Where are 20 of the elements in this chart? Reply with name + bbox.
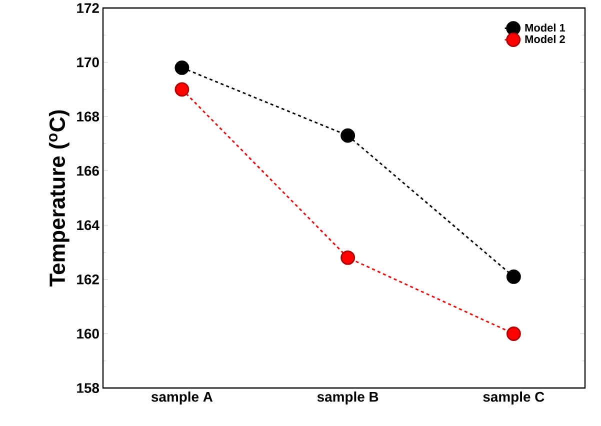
y-tick-label: 158 [77, 383, 100, 393]
y-tick-label: 160 [77, 328, 99, 339]
point [174, 60, 190, 75]
y-axis-title: Temperature ($^{o}$C) [48, 110, 70, 287]
point [340, 128, 356, 143]
point [506, 326, 521, 341]
point [174, 82, 190, 97]
legend-label: Model 2 [525, 35, 565, 44]
y-tick-label: 170 [77, 57, 99, 68]
legend-label: Model 1 [525, 24, 566, 32]
x-tick-label: sample C [483, 392, 544, 405]
y-tick-label: 168 [77, 112, 100, 122]
y-tick-label: 166 [77, 166, 99, 176]
y-tick-label: 162 [77, 274, 99, 284]
y-tick-label: 172 [77, 3, 99, 13]
point [506, 269, 521, 284]
x-tick-label: sample B [317, 392, 378, 405]
point [340, 250, 356, 265]
y-tick-label: 164 [77, 220, 100, 230]
x-tick-label: sample A [151, 392, 213, 405]
